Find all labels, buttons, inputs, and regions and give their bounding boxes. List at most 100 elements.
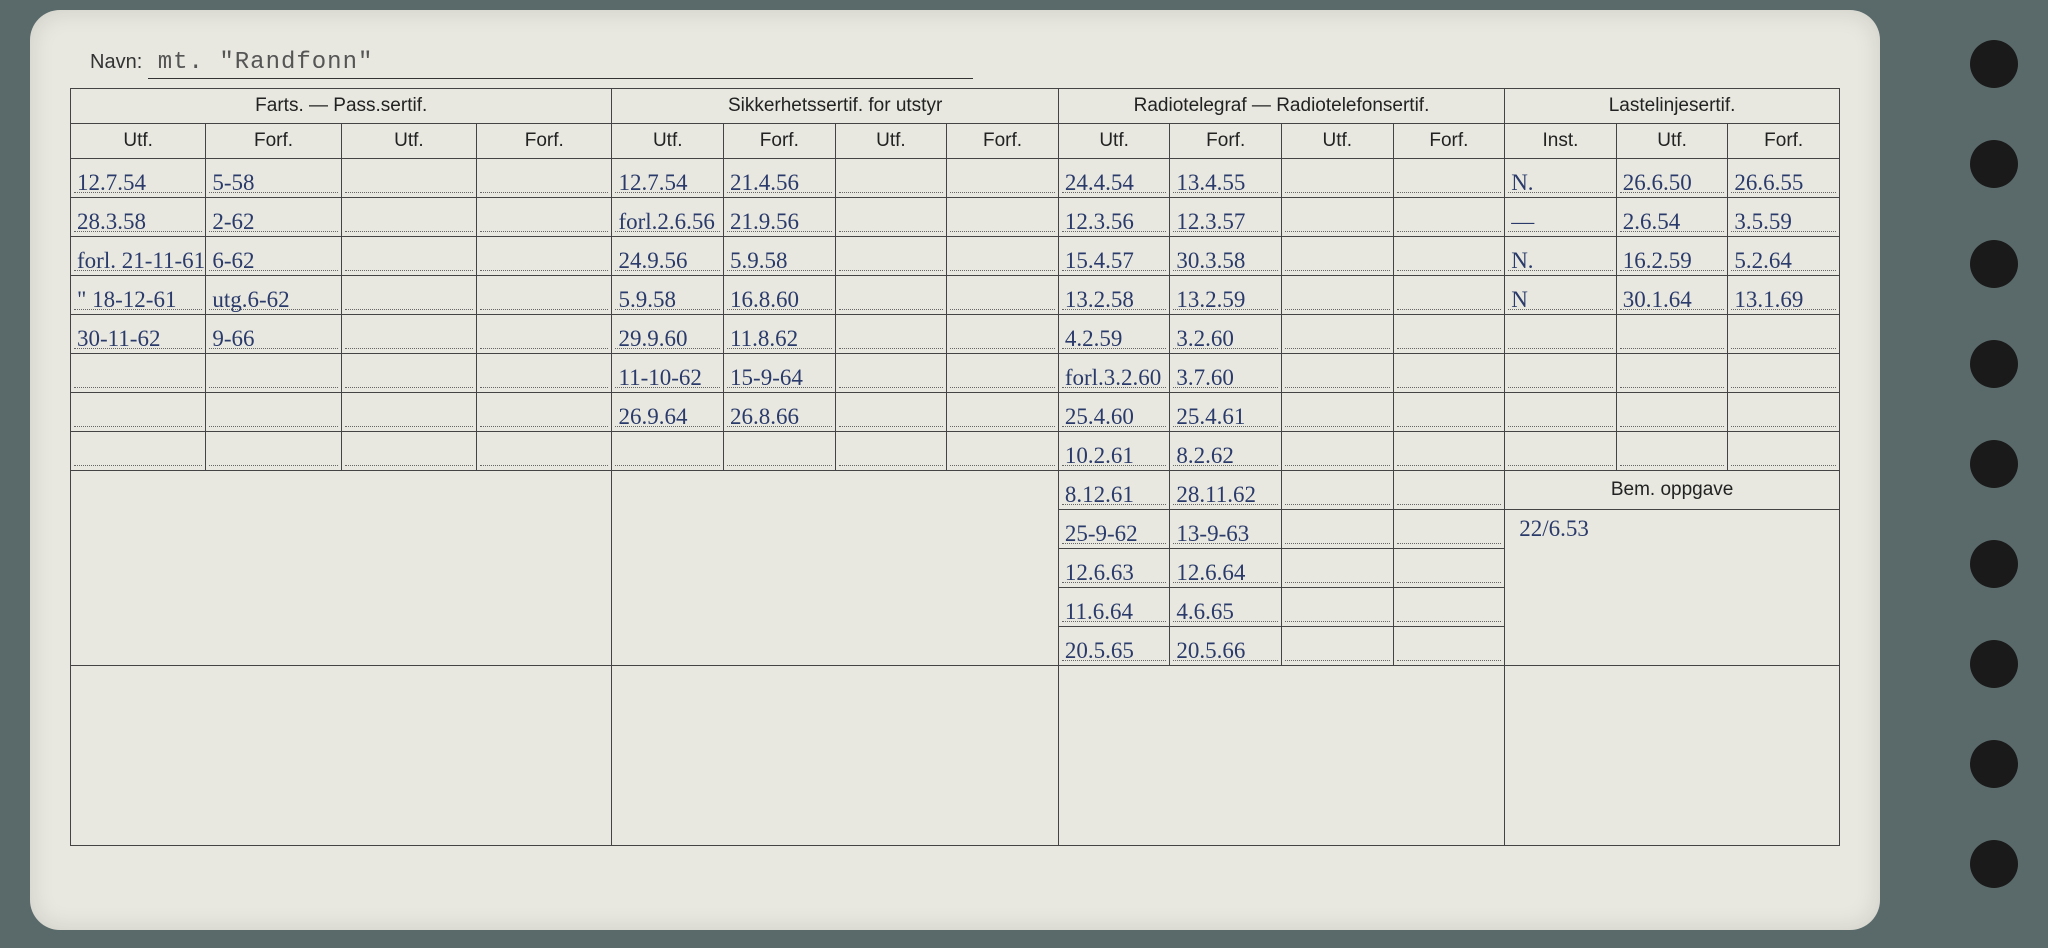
cell <box>477 430 611 431</box>
cell <box>71 469 205 470</box>
cell <box>1282 274 1393 275</box>
cell <box>1394 391 1505 392</box>
navn-label: Navn: <box>90 51 142 73</box>
cell: 12.7.54 <box>71 170 205 197</box>
cell: 16.8.60 <box>724 287 835 314</box>
col-forf: Forf. <box>206 124 341 159</box>
cell <box>71 430 205 431</box>
cell: forl. 21-11-61 <box>71 248 205 275</box>
cell: 26.8.66 <box>724 404 835 431</box>
cell: 20.5.66 <box>1170 638 1281 665</box>
cell: 2.6.54 <box>1617 209 1728 236</box>
cell: 13.2.59 <box>1170 287 1281 314</box>
certificate-table: Farts. — Pass.sertif. Sikkerhetssertif. … <box>70 88 1840 846</box>
cell <box>1394 235 1505 236</box>
cell: 25-9-62 <box>1059 521 1170 548</box>
cell <box>836 235 947 236</box>
cell: 25.4.60 <box>1059 404 1170 431</box>
cell <box>342 196 476 197</box>
binder-holes <box>1970 40 2018 888</box>
col-utf: Utf. <box>612 124 724 159</box>
col-utf: Utf. <box>71 124 206 159</box>
cell: 20.5.65 <box>1059 638 1170 665</box>
cell <box>1282 196 1393 197</box>
cell <box>947 430 1058 431</box>
hole-icon <box>1970 840 2018 888</box>
cell: N <box>1505 287 1616 314</box>
hole-icon <box>1970 740 2018 788</box>
cell <box>1728 391 1839 392</box>
navn-value: mt. "Randfonn" <box>148 49 974 79</box>
cell: 21.4.56 <box>724 170 835 197</box>
cell <box>477 313 611 314</box>
cell: " 18-12-61 <box>71 287 205 314</box>
cell: forl.3.2.60 <box>1059 365 1170 392</box>
hole-icon <box>1970 40 2018 88</box>
cell: forl.2.6.56 <box>612 209 723 236</box>
cell <box>342 352 476 353</box>
col-utf: Utf. <box>835 124 947 159</box>
cell <box>947 352 1058 353</box>
cell: 11-10-62 <box>612 365 723 392</box>
col-forf: Forf. <box>1393 124 1505 159</box>
cell: 3.2.60 <box>1170 326 1281 353</box>
hole-icon <box>1970 140 2018 188</box>
cell <box>342 430 476 431</box>
cell <box>1282 352 1393 353</box>
cell <box>342 313 476 314</box>
cell <box>1617 391 1728 392</box>
cell <box>342 391 476 392</box>
cell: 12.3.56 <box>1059 209 1170 236</box>
cell: 13.1.69 <box>1728 287 1839 314</box>
cell: N. <box>1505 248 1616 275</box>
cell: 15-9-64 <box>724 365 835 392</box>
cell: utg.6-62 <box>206 287 340 314</box>
col-utf: Utf. <box>1616 124 1728 159</box>
cell: 5.9.58 <box>724 248 835 275</box>
cell <box>836 391 947 392</box>
cell: — <box>1505 209 1616 236</box>
col-utf: Utf. <box>1058 124 1170 159</box>
cell <box>947 274 1058 275</box>
cell <box>947 313 1058 314</box>
cell <box>1505 430 1616 431</box>
cell <box>1728 469 1839 470</box>
cell: 3.7.60 <box>1170 365 1281 392</box>
col-forf: Forf. <box>1728 124 1840 159</box>
cell <box>836 274 947 275</box>
cell <box>477 352 611 353</box>
cell: 13-9-63 <box>1170 521 1281 548</box>
cell <box>206 430 340 431</box>
col-forf: Forf. <box>477 124 612 159</box>
header-sikker: Sikkerhetssertif. for utstyr <box>612 89 1058 124</box>
cell <box>1282 430 1393 431</box>
cell <box>1394 430 1505 431</box>
cell <box>947 196 1058 197</box>
cell <box>477 469 611 470</box>
header-laste: Lastelinjesertif. <box>1505 89 1840 124</box>
cell: 26.6.50 <box>1617 170 1728 197</box>
cell: 24.9.56 <box>612 248 723 275</box>
col-forf: Forf. <box>1170 124 1282 159</box>
cell: 26.9.64 <box>612 404 723 431</box>
cell: 5-58 <box>206 170 340 197</box>
cell <box>1282 313 1393 314</box>
cell: 26.6.55 <box>1728 170 1839 197</box>
cell <box>1394 352 1505 353</box>
cell: 30.3.58 <box>1170 248 1281 275</box>
hole-icon <box>1970 240 2018 288</box>
cell: 30.1.64 <box>1617 287 1728 314</box>
col-inst: Inst. <box>1505 124 1617 159</box>
cell: 3.5.59 <box>1728 209 1839 236</box>
bem-value: 22/6.53 <box>1513 516 1831 543</box>
cell <box>342 469 476 470</box>
cell <box>612 469 723 470</box>
cell: 12.7.54 <box>612 170 723 197</box>
col-utf: Utf. <box>341 124 476 159</box>
cell <box>1394 274 1505 275</box>
cell: 24.4.54 <box>1059 170 1170 197</box>
cell <box>1394 196 1505 197</box>
cell: 11.6.64 <box>1059 599 1170 626</box>
cell: 6-62 <box>206 248 340 275</box>
cell <box>1617 430 1728 431</box>
